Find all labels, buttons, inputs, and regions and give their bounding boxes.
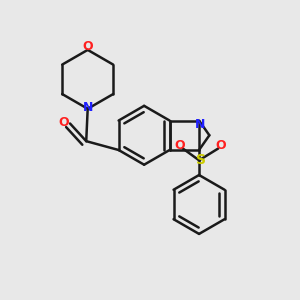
Text: O: O bbox=[216, 139, 226, 152]
Text: O: O bbox=[82, 40, 93, 53]
Text: O: O bbox=[175, 139, 185, 152]
Text: N: N bbox=[195, 118, 206, 131]
Text: S: S bbox=[196, 153, 206, 167]
Text: N: N bbox=[82, 101, 93, 114]
Text: O: O bbox=[59, 116, 70, 128]
